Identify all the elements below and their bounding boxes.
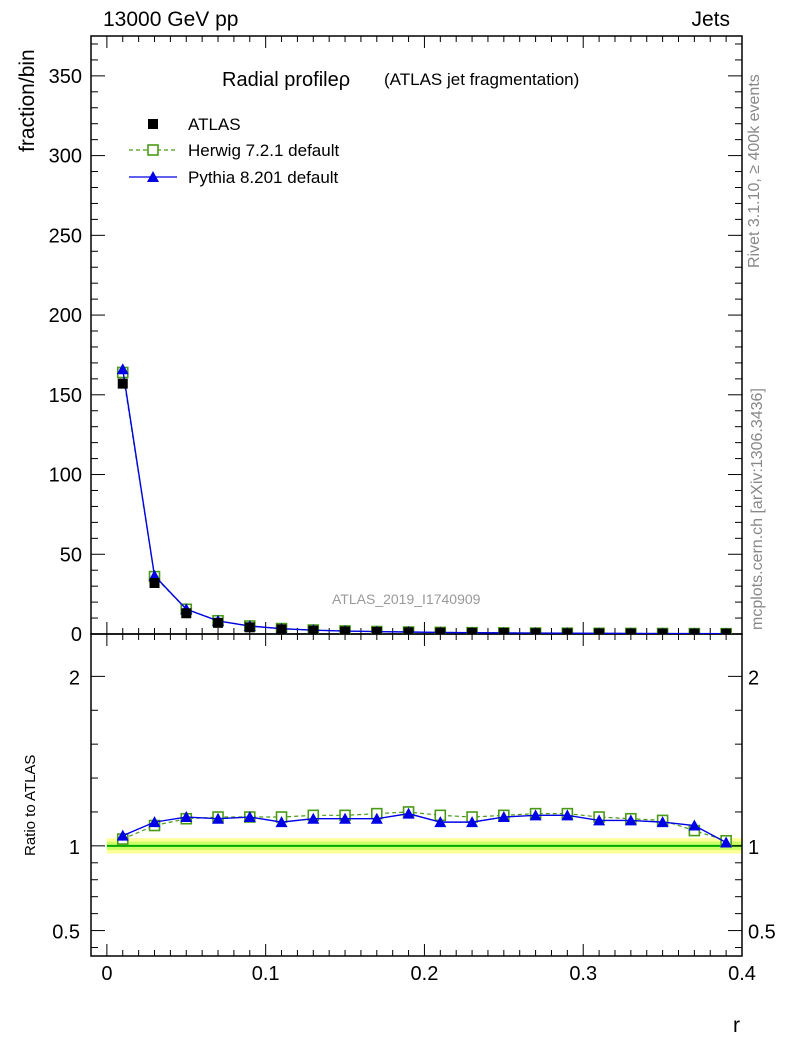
upper-point-square bbox=[435, 627, 446, 634]
rivet-label: Rivet 3.1.10, ≥ 400k events bbox=[746, 74, 763, 268]
upper-point-square bbox=[657, 628, 668, 634]
upper-series-group bbox=[116, 363, 732, 634]
ratio-point-triangle bbox=[497, 811, 510, 823]
lower-y-tick-label-right: 2 bbox=[748, 667, 759, 689]
upper-point-square bbox=[181, 608, 192, 619]
lower-plot-frame bbox=[90, 633, 743, 957]
header-right: Jets bbox=[691, 8, 730, 31]
upper-point-square bbox=[625, 628, 636, 634]
lower-y-tick-label-right: 1 bbox=[748, 837, 759, 859]
upper-y-tick-label: 350 bbox=[49, 66, 82, 88]
upper-y-tick-label: 200 bbox=[49, 305, 82, 327]
upper-y-tick-label: 150 bbox=[49, 385, 82, 407]
ratio-point-triangle bbox=[243, 811, 256, 823]
legend-label: ATLAS bbox=[188, 115, 241, 134]
upper-point-square bbox=[498, 628, 509, 634]
upper-point-square bbox=[117, 378, 128, 389]
upper-point-square bbox=[562, 628, 573, 634]
ratio-point-triangle bbox=[593, 814, 606, 826]
ratio-point-triangle bbox=[370, 812, 383, 824]
upper-point-square bbox=[340, 626, 351, 634]
upper-point-square bbox=[594, 628, 605, 634]
upper-y-tick-label: 0 bbox=[71, 624, 82, 646]
ratio-line-triangle bbox=[122, 812, 727, 844]
upper-point-square bbox=[530, 628, 541, 634]
ratio-point-triangle bbox=[466, 816, 479, 828]
ratio-point-triangle bbox=[656, 816, 669, 828]
ratio-point-triangle bbox=[275, 816, 288, 828]
legend-marker bbox=[147, 144, 159, 156]
ratio-point-triangle bbox=[402, 807, 415, 819]
ratio-point-triangle bbox=[624, 814, 637, 826]
ratio-point-triangle bbox=[212, 812, 225, 824]
x-tick-label: 0.2 bbox=[411, 963, 439, 985]
upper-point-square bbox=[467, 627, 478, 634]
lower-y-tick-label-left: 0.5 bbox=[52, 922, 80, 944]
ratio-point-triangle bbox=[720, 836, 733, 848]
upper-y-tick-label: 300 bbox=[49, 146, 82, 168]
chart-subtitle: (ATLAS jet fragmentation) bbox=[384, 70, 579, 89]
x-tick-label: 0.3 bbox=[569, 963, 597, 985]
ratio-point-triangle bbox=[180, 811, 193, 823]
lower-y-tick-label-left: 1 bbox=[69, 837, 80, 859]
ratio-point-triangle bbox=[307, 812, 320, 824]
upper-line-triangle bbox=[122, 369, 727, 634]
upper-point-square bbox=[213, 617, 224, 628]
ratio-point-triangle bbox=[148, 816, 161, 828]
legend-marker bbox=[148, 119, 158, 129]
lower-y-tick-label-left: 2 bbox=[69, 667, 80, 689]
ratio-point-triangle bbox=[688, 819, 701, 831]
x-tick-label: 0.1 bbox=[252, 963, 280, 985]
ratio-point-triangle bbox=[529, 809, 542, 821]
upper-y-tick-label: 100 bbox=[49, 465, 82, 487]
legend-label: Herwig 7.2.1 default bbox=[188, 141, 339, 160]
lower-y-tick-label-right: 0.5 bbox=[748, 922, 776, 944]
header-left: 13000 GeV pp bbox=[103, 8, 239, 31]
mcplots-label: mcplots.cern.ch [arXiv:1306.3436] bbox=[749, 388, 766, 630]
upper-point-triangle bbox=[116, 363, 129, 375]
upper-point-square bbox=[244, 622, 255, 633]
upper-y-tick-label: 250 bbox=[49, 225, 82, 247]
upper-point-square bbox=[721, 628, 732, 634]
ratio-point-triangle bbox=[339, 812, 352, 824]
x-tick-label: 0 bbox=[101, 963, 112, 985]
upper-point-square bbox=[149, 577, 160, 588]
legend-label: Pythia 8.201 default bbox=[188, 168, 339, 187]
upper-point-square bbox=[276, 624, 287, 634]
upper-point-square bbox=[403, 627, 414, 634]
legend-marker bbox=[147, 171, 159, 182]
ratio-point-triangle bbox=[434, 816, 447, 828]
ratio-point-triangle bbox=[116, 829, 129, 841]
upper-point-square bbox=[689, 628, 700, 634]
watermark-label: ATLAS_2019_I1740909 bbox=[332, 591, 481, 607]
upper-y-tick-label: 50 bbox=[60, 544, 82, 566]
ratio-point-triangle bbox=[561, 809, 574, 821]
chart-title: Radial profileρ bbox=[222, 69, 350, 91]
lower-y-axis-title: Ratio to ATLAS bbox=[22, 754, 39, 856]
upper-y-axis-title: fraction/bin bbox=[16, 49, 39, 152]
upper-point-square bbox=[308, 625, 319, 634]
upper-point-square bbox=[371, 626, 382, 634]
x-axis-title: r bbox=[733, 1014, 740, 1037]
x-tick-label: 0.4 bbox=[728, 963, 756, 985]
